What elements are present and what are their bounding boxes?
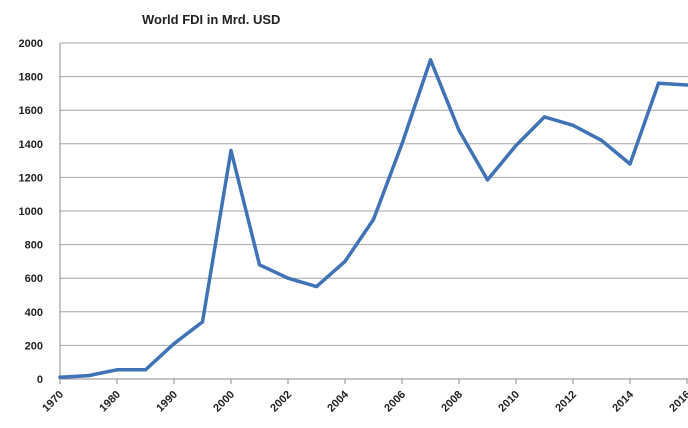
- x-axis-ticks: 1970 1980 1990 2000 2002 2004 2006 2008 2010 2012…: [40, 379, 688, 414]
- data-point: [400, 142, 404, 146]
- data-point: [628, 162, 632, 166]
- gridlines: [59, 42, 688, 380]
- y-tick-label: 1000: [19, 206, 43, 218]
- data-point: [229, 148, 233, 153]
- y-tick-label: 0: [37, 374, 43, 386]
- y-axis-ticks: 0 200 400 600 800 1000 1200 1400 1600 1800 2000: [19, 38, 43, 386]
- data-point: [58, 375, 62, 379]
- y-tick-label: 2000: [19, 38, 43, 50]
- y-tick-label: 1600: [19, 105, 43, 117]
- y-tick-label: 600: [25, 273, 43, 285]
- data-point: [514, 143, 518, 148]
- data-point: [656, 81, 661, 85]
- data-point: [599, 138, 604, 143]
- x-tick-label: 2016: [667, 389, 688, 415]
- data-point: [685, 83, 688, 87]
- data-point: [86, 374, 91, 378]
- x-tick-label: 2008: [439, 389, 465, 415]
- y-tick-label: 1200: [19, 172, 43, 184]
- y-tick-label: 1800: [19, 72, 43, 84]
- x-tick-label: 2010: [496, 389, 522, 415]
- x-tick-label: 2000: [211, 389, 237, 415]
- data-point: [314, 285, 319, 289]
- data-point: [571, 123, 575, 127]
- y-tick-label: 400: [25, 307, 43, 319]
- y-tick-label: 200: [25, 340, 43, 352]
- data-point: [286, 276, 290, 280]
- x-tick-label: 2006: [382, 389, 408, 415]
- data-point: [200, 320, 205, 324]
- data-point: [428, 58, 433, 62]
- chart-title: World FDI in Mrd. USD: [142, 12, 280, 27]
- x-tick-label: 2014: [610, 388, 636, 414]
- x-tick-label: 2002: [268, 389, 294, 415]
- series-layer: [58, 58, 688, 380]
- x-tick-label: 2012: [553, 389, 579, 415]
- data-point: [143, 368, 148, 372]
- x-tick-label: 1990: [154, 389, 180, 415]
- data-point: [343, 259, 347, 263]
- data-point: [485, 178, 490, 182]
- y-tick-label: 800: [25, 240, 43, 252]
- data-point: [115, 368, 119, 372]
- data-point: [542, 115, 547, 119]
- data-point: [457, 128, 461, 132]
- x-tick-label: 1970: [40, 389, 66, 415]
- data-point: [257, 263, 262, 267]
- y-tick-label: 1400: [19, 139, 43, 151]
- x-tick-label: 1980: [97, 389, 123, 415]
- x-tick-label: 2004: [325, 388, 351, 414]
- data-point: [172, 342, 176, 346]
- data-point: [371, 217, 376, 221]
